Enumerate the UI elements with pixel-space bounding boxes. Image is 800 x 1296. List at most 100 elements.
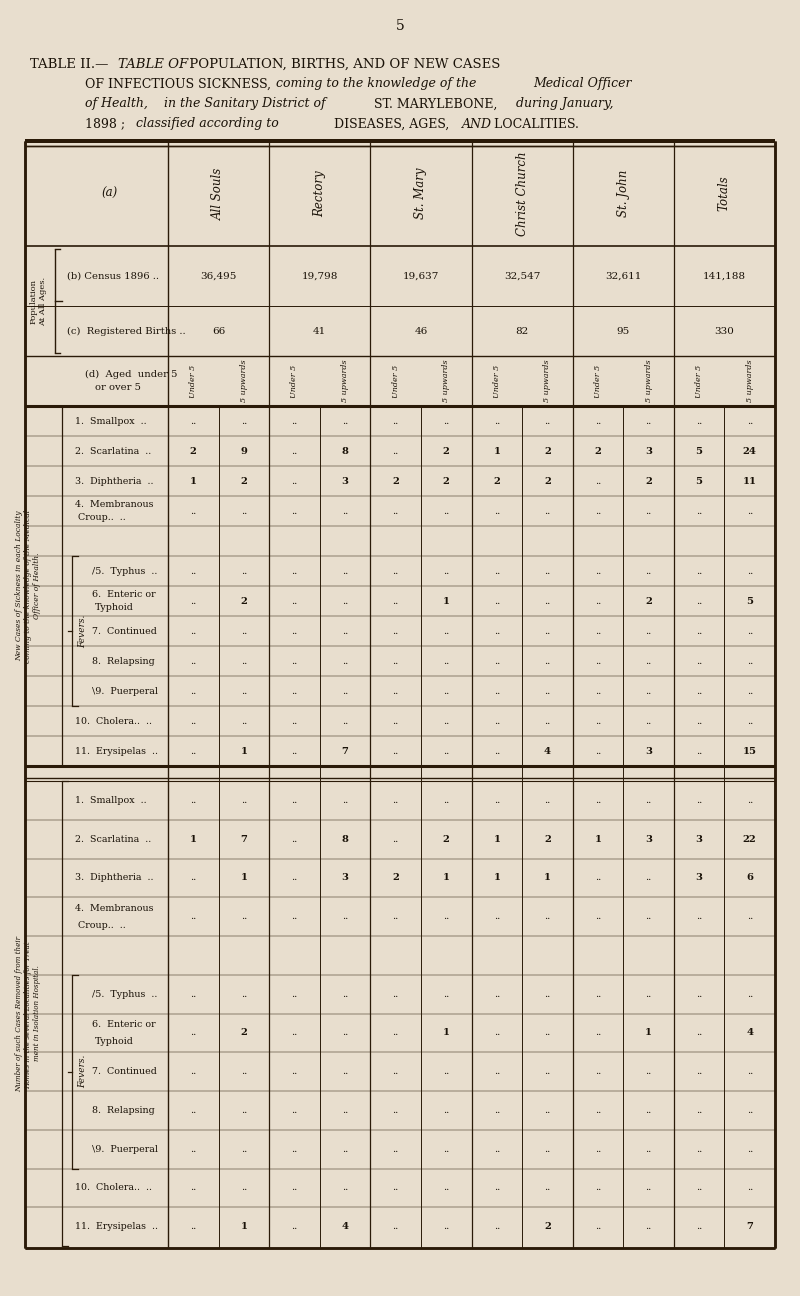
- Text: 2.  Scarlatina  ..: 2. Scarlatina ..: [75, 447, 151, 455]
- Text: ..: ..: [544, 717, 550, 726]
- Text: ..: ..: [443, 1067, 450, 1076]
- Text: Medical Officer: Medical Officer: [533, 78, 631, 91]
- Text: ..: ..: [595, 477, 601, 486]
- Text: ..: ..: [291, 447, 298, 455]
- Text: 2.  Scarlatina  ..: 2. Scarlatina ..: [75, 835, 151, 844]
- Text: 32,611: 32,611: [605, 271, 642, 280]
- Text: ..: ..: [494, 416, 500, 425]
- Text: ..: ..: [494, 1105, 500, 1115]
- Text: New Cases of Sickness in each Locality
coming to the knowledge of the Medical
Of: New Cases of Sickness in each Locality c…: [14, 509, 42, 662]
- Text: 2: 2: [392, 477, 399, 486]
- Text: ..: ..: [646, 1105, 652, 1115]
- Text: ..: ..: [494, 717, 500, 726]
- Text: ..: ..: [190, 1222, 197, 1231]
- Text: All Souls: All Souls: [212, 167, 225, 219]
- Text: ..: ..: [393, 687, 398, 696]
- Text: ..: ..: [595, 990, 601, 999]
- Text: ..: ..: [494, 596, 500, 605]
- Text: ..: ..: [190, 990, 197, 999]
- Text: AND: AND: [462, 118, 492, 131]
- Text: Under 5: Under 5: [290, 364, 298, 398]
- Text: 41: 41: [313, 327, 326, 336]
- Text: ..: ..: [746, 687, 753, 696]
- Text: 24: 24: [742, 447, 757, 455]
- Text: ..: ..: [746, 796, 753, 805]
- Text: ..: ..: [746, 657, 753, 666]
- Text: ..: ..: [190, 717, 197, 726]
- Text: ..: ..: [646, 566, 652, 575]
- Text: ..: ..: [595, 626, 601, 635]
- Text: ..: ..: [342, 626, 348, 635]
- Text: ..: ..: [291, 990, 298, 999]
- Text: ..: ..: [746, 1183, 753, 1192]
- Text: 1: 1: [240, 874, 247, 883]
- Text: 15: 15: [742, 746, 757, 756]
- Text: 10.  Cholera..  ..: 10. Cholera.. ..: [75, 1183, 152, 1192]
- Text: 2: 2: [442, 835, 450, 844]
- Text: ..: ..: [646, 1183, 652, 1192]
- Text: ..: ..: [342, 990, 348, 999]
- Text: ..: ..: [696, 796, 702, 805]
- Text: ..: ..: [443, 717, 450, 726]
- Text: ..: ..: [443, 566, 450, 575]
- Text: 22: 22: [743, 835, 757, 844]
- Text: ..: ..: [393, 990, 398, 999]
- Text: ..: ..: [393, 1028, 398, 1037]
- Text: ..: ..: [393, 1183, 398, 1192]
- Text: ..: ..: [241, 796, 247, 805]
- Text: 5 upwards: 5 upwards: [341, 360, 349, 402]
- Text: 7: 7: [746, 1222, 753, 1231]
- Text: 6.  Enteric or: 6. Enteric or: [92, 590, 156, 599]
- Text: ..: ..: [746, 912, 753, 921]
- Text: ..: ..: [342, 912, 348, 921]
- Text: 66: 66: [212, 327, 226, 336]
- Text: ..: ..: [342, 566, 348, 575]
- Text: 2: 2: [442, 477, 450, 486]
- Text: 8.  Relapsing: 8. Relapsing: [92, 657, 154, 666]
- Text: ..: ..: [190, 1028, 197, 1037]
- Text: ..: ..: [696, 657, 702, 666]
- Text: ..: ..: [746, 1144, 753, 1153]
- Text: 1: 1: [442, 596, 450, 605]
- Text: 19,798: 19,798: [302, 271, 338, 280]
- Text: 4: 4: [746, 1028, 754, 1037]
- Text: ..: ..: [291, 1105, 298, 1115]
- Text: 46: 46: [414, 327, 427, 336]
- Text: Fevers.: Fevers.: [78, 614, 87, 648]
- Text: ..: ..: [291, 626, 298, 635]
- Text: LOCALITIES.: LOCALITIES.: [490, 118, 579, 131]
- Text: ..: ..: [443, 796, 450, 805]
- Text: ..: ..: [190, 687, 197, 696]
- Text: (b) Census 1896 ..: (b) Census 1896 ..: [67, 271, 159, 280]
- Text: ..: ..: [393, 796, 398, 805]
- Text: ..: ..: [544, 796, 550, 805]
- Text: ..: ..: [443, 657, 450, 666]
- Text: ..: ..: [595, 1067, 601, 1076]
- Text: ..: ..: [190, 874, 197, 883]
- Text: Typhoid: Typhoid: [95, 603, 134, 612]
- Text: ..: ..: [291, 507, 298, 516]
- Text: ..: ..: [393, 1067, 398, 1076]
- Text: ..: ..: [342, 796, 348, 805]
- Text: ..: ..: [646, 912, 652, 921]
- Text: ..: ..: [746, 1105, 753, 1115]
- Text: ..: ..: [746, 626, 753, 635]
- Text: ..: ..: [393, 416, 398, 425]
- Text: ..: ..: [696, 596, 702, 605]
- Text: 1: 1: [240, 746, 247, 756]
- Text: ..: ..: [342, 1105, 348, 1115]
- Text: Rectory: Rectory: [314, 170, 326, 216]
- Text: ..: ..: [393, 1222, 398, 1231]
- Text: ..: ..: [291, 746, 298, 756]
- Text: ..: ..: [595, 717, 601, 726]
- Text: ..: ..: [746, 416, 753, 425]
- Text: 5 upwards: 5 upwards: [442, 360, 450, 402]
- Text: ..: ..: [595, 1144, 601, 1153]
- Text: 2: 2: [241, 477, 247, 486]
- Text: DISEASES, AGES,: DISEASES, AGES,: [330, 118, 454, 131]
- Text: ..: ..: [241, 416, 247, 425]
- Text: ..: ..: [190, 626, 197, 635]
- Text: 11.  Erysipelas  ..: 11. Erysipelas ..: [75, 746, 158, 756]
- Text: ..: ..: [393, 507, 398, 516]
- Text: /5.  Typhus  ..: /5. Typhus ..: [92, 566, 158, 575]
